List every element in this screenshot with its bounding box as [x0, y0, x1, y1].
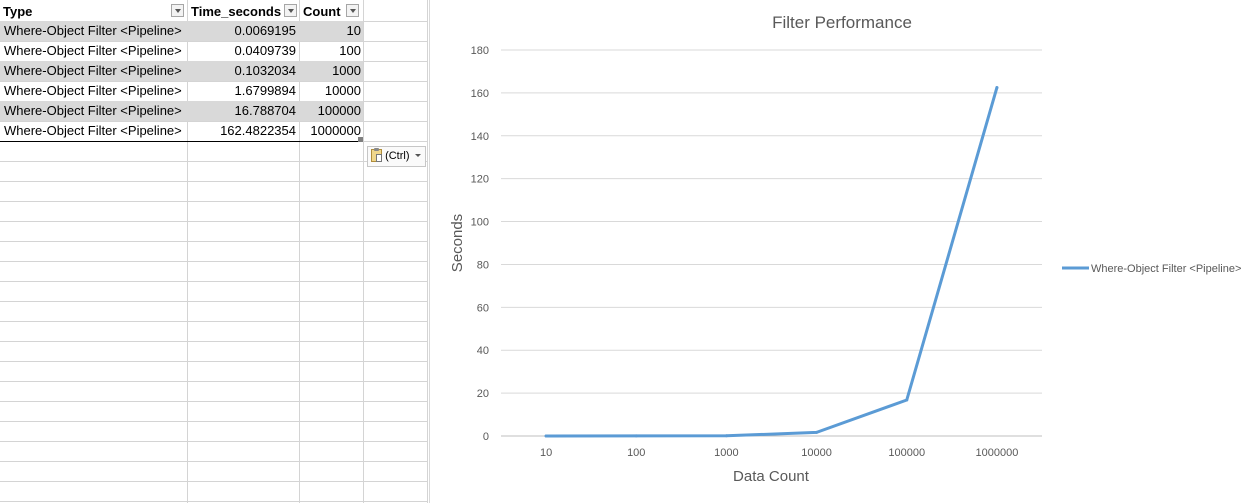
data-point — [724, 434, 728, 438]
table-row[interactable]: Where-Object Filter <Pipeline> 16.788704… — [0, 101, 363, 121]
line-chart[interactable]: Filter Performance Data Count Seconds 0 2… — [429, 0, 1256, 503]
column-header-type[interactable]: Type — [3, 4, 33, 19]
row-divider — [0, 341, 428, 342]
x-tick-label: 100000 — [888, 447, 925, 459]
y-axis-title: Seconds — [449, 214, 466, 272]
x-axis-title: Data Count — [733, 468, 810, 485]
time-cell[interactable]: 0.1032034 — [234, 63, 296, 78]
row-divider — [0, 321, 428, 322]
table-row[interactable]: Where-Object Filter <Pipeline> 0.0069195… — [0, 21, 363, 41]
table-resize-handle[interactable] — [358, 137, 363, 142]
data-point — [634, 434, 638, 438]
row-divider — [0, 381, 428, 382]
chart-canvas: Filter Performance Data Count Seconds 0 2… — [449, 13, 1241, 485]
time-cell[interactable]: 0.0409739 — [234, 43, 296, 58]
data-point — [995, 86, 999, 90]
x-tick-label: 10000 — [801, 447, 832, 459]
y-tick-label: 0 — [483, 431, 489, 443]
y-tick-label: 40 — [477, 345, 489, 357]
paste-options-label: (Ctrl) — [385, 150, 410, 162]
row-divider — [0, 241, 428, 242]
type-cell[interactable]: Where-Object Filter <Pipeline> — [4, 83, 182, 98]
plot-area: 0 20 40 60 80 100 120 140 160 180 10 100 1000 10000 10… — [471, 45, 1042, 459]
data-point — [544, 434, 548, 438]
legend: Where-Object Filter <Pipeline> — [1062, 263, 1241, 275]
y-tick-label: 160 — [471, 88, 489, 100]
row-divider — [0, 261, 428, 262]
row-divider — [0, 461, 428, 462]
table-row[interactable]: Where-Object Filter <Pipeline> 0.0409739… — [0, 41, 363, 61]
y-tick-label: 80 — [477, 259, 489, 271]
column-header-time-seconds[interactable]: Time_seconds — [191, 4, 282, 19]
type-cell[interactable]: Where-Object Filter <Pipeline> — [4, 43, 182, 58]
series-line — [544, 86, 999, 438]
row-divider — [0, 401, 428, 402]
row-divider — [0, 81, 428, 82]
column-divider — [187, 0, 188, 503]
count-cell[interactable]: 100 — [339, 43, 361, 58]
x-tick-label: 1000 — [714, 447, 738, 459]
row-divider — [0, 161, 428, 162]
type-cell[interactable]: Where-Object Filter <Pipeline> — [4, 63, 182, 78]
row-divider — [0, 361, 428, 362]
data-point — [815, 430, 819, 434]
type-cell[interactable]: Where-Object Filter <Pipeline> — [4, 103, 182, 118]
row-divider — [0, 181, 428, 182]
row-divider — [0, 201, 428, 202]
filter-dropdown-icon[interactable] — [346, 4, 359, 17]
row-divider — [0, 301, 428, 302]
column-header-count[interactable]: Count — [303, 4, 341, 19]
time-cell[interactable]: 0.0069195 — [234, 23, 296, 38]
time-cell[interactable]: 162.4822354 — [220, 123, 296, 138]
count-cell[interactable]: 10 — [346, 23, 361, 38]
chart-title: Filter Performance — [772, 13, 912, 32]
count-cell[interactable]: 100000 — [317, 103, 361, 118]
row-divider — [0, 421, 428, 422]
table-bottom-border — [0, 141, 363, 142]
table-row[interactable]: Where-Object Filter <Pipeline> 0.1032034… — [0, 61, 363, 81]
y-tick-label: 100 — [471, 217, 489, 229]
row-divider — [0, 281, 428, 282]
x-tick-label: 100 — [627, 447, 645, 459]
row-divider — [0, 41, 428, 42]
paste-options-button[interactable]: (Ctrl) — [367, 146, 426, 167]
count-cell[interactable]: 10000 — [324, 83, 361, 98]
row-divider — [0, 501, 428, 502]
y-tick-label: 20 — [477, 388, 489, 400]
clipboard-icon — [371, 148, 382, 162]
filter-dropdown-icon[interactable] — [284, 4, 297, 17]
table-row[interactable]: Where-Object Filter <Pipeline> 162.48223… — [0, 121, 363, 141]
y-tick-label: 180 — [471, 45, 489, 57]
count-cell[interactable]: 1000000 — [310, 123, 361, 138]
row-divider — [0, 481, 428, 482]
table-row[interactable]: Where-Object Filter <Pipeline> 1.6799894… — [0, 81, 363, 101]
column-divider — [363, 0, 364, 503]
time-cell[interactable]: 16.788704 — [234, 103, 296, 118]
data-point — [905, 398, 909, 402]
y-tick-label: 60 — [477, 302, 489, 314]
time-cell[interactable]: 1.6799894 — [234, 83, 296, 98]
spreadsheet-grid[interactable]: Type Time_seconds Count Where-Object Fil… — [0, 0, 428, 503]
x-tick-label: 1000000 — [976, 447, 1019, 459]
count-cell[interactable]: 1000 — [332, 63, 361, 78]
legend-label: Where-Object Filter <Pipeline> — [1091, 263, 1241, 275]
y-tick-label: 120 — [471, 174, 489, 186]
x-tick-label: 10 — [540, 447, 552, 459]
type-cell[interactable]: Where-Object Filter <Pipeline> — [4, 23, 182, 38]
row-divider — [0, 221, 428, 222]
type-cell[interactable]: Where-Object Filter <Pipeline> — [4, 123, 182, 138]
row-divider — [0, 441, 428, 442]
y-tick-label: 140 — [471, 131, 489, 143]
column-divider — [299, 0, 300, 503]
chevron-down-icon — [414, 154, 421, 157]
filter-dropdown-icon[interactable] — [171, 4, 184, 17]
row-divider — [0, 121, 428, 122]
column-divider — [427, 0, 428, 503]
